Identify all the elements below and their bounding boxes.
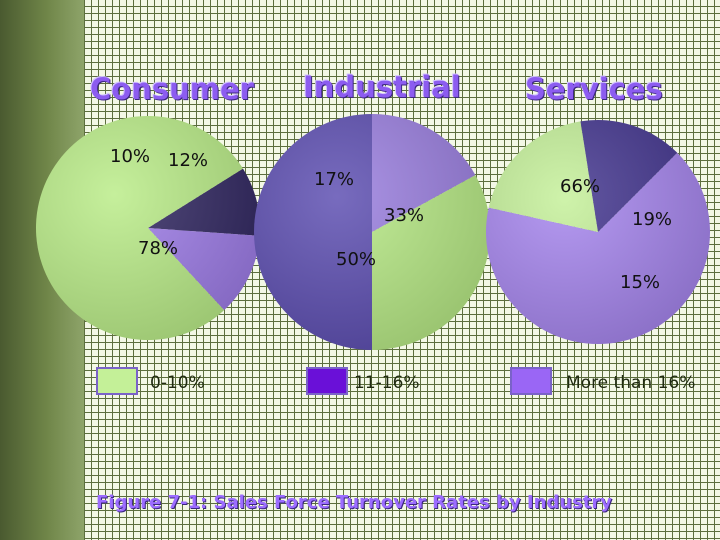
- slice-label-industrial-2: 50%: [336, 249, 376, 270]
- pie-shade-services: [486, 120, 710, 344]
- legend-swatch-11-16: [306, 367, 348, 395]
- slice-label-services-1: 19%: [632, 209, 672, 230]
- slice-label-industrial-1: 33%: [384, 205, 424, 226]
- pie-shade-consumer: [36, 116, 260, 340]
- slice-label-services-0: 66%: [560, 176, 600, 197]
- legend-swatch-0-10: [96, 367, 138, 395]
- pie-title-industrial: Industrial: [303, 70, 461, 104]
- figure-caption: Figure 7-1: Sales Force Turnover Rates b…: [96, 492, 613, 513]
- pie-shade-industrial: [254, 114, 490, 350]
- slice-label-consumer-0: 10%: [110, 146, 150, 167]
- legend-label-more-16: More than 16%: [566, 373, 696, 393]
- pie-title-consumer: Consumer: [90, 72, 254, 106]
- slice-label-industrial-0: 17%: [314, 169, 354, 190]
- slice-label-services-2: 15%: [620, 272, 660, 293]
- legend-label-11-16: 11-16%: [354, 373, 420, 393]
- pie-title-services: Services: [525, 72, 663, 106]
- legend-swatch-more-16: [510, 367, 552, 395]
- legend-label-0-10: 0-10%: [150, 373, 205, 393]
- slice-label-consumer-1: 12%: [168, 150, 208, 171]
- slice-label-consumer-2: 78%: [138, 238, 178, 259]
